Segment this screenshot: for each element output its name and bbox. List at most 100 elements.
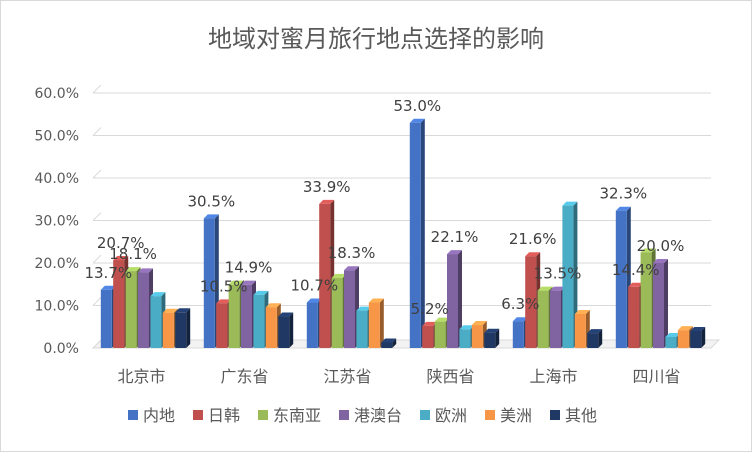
bar <box>574 314 586 348</box>
legend-swatch <box>485 410 495 420</box>
x-tick-label: 广东省 <box>220 367 268 386</box>
bar-top <box>525 252 541 257</box>
bar <box>381 342 393 348</box>
bar-top <box>265 303 281 308</box>
bar-top <box>447 250 462 255</box>
bar <box>331 277 343 348</box>
chart-title: 地域对蜜月旅行地点选择的影响 <box>208 25 544 53</box>
bar-top <box>562 201 578 206</box>
bar-top <box>356 306 372 311</box>
data-label: 10.5% <box>200 277 248 295</box>
bar <box>175 312 187 348</box>
bar-top <box>125 267 141 272</box>
data-label: 5.2% <box>411 300 449 318</box>
bar-side <box>379 298 384 348</box>
gridline-depth <box>92 254 102 264</box>
data-label: 10.7% <box>290 277 338 295</box>
gridline-depth <box>92 297 102 306</box>
bar <box>113 260 125 348</box>
legend-label: 日韩 <box>208 406 240 425</box>
bar <box>228 284 240 348</box>
data-label: 13.7% <box>84 264 132 282</box>
bar <box>512 321 524 348</box>
bar <box>422 325 434 348</box>
legend-label: 内地 <box>143 406 175 425</box>
bar-top <box>344 266 359 271</box>
data-label: 18.3% <box>328 244 376 262</box>
bar <box>368 302 380 348</box>
bar <box>525 256 537 348</box>
x-tick-label: 陕西省 <box>426 367 474 386</box>
legend-swatch <box>420 410 430 420</box>
x-tick-label: 上海市 <box>529 367 577 386</box>
bar <box>241 284 252 348</box>
bar-top <box>216 299 232 304</box>
bar-side <box>289 312 294 348</box>
bar-top <box>278 312 294 317</box>
bar <box>150 296 162 348</box>
data-label: 20.0% <box>637 237 685 255</box>
bar-top <box>677 326 693 331</box>
bar <box>640 252 652 348</box>
data-label: 20.7% <box>97 234 145 252</box>
data-label: 33.9% <box>303 178 351 196</box>
bar-top <box>138 268 153 273</box>
data-label: 32.3% <box>599 185 647 203</box>
data-label: 53.0% <box>393 97 441 115</box>
x-tick-label: 北京市 <box>117 367 165 386</box>
bar <box>306 302 318 348</box>
y-tick-label: 20.0% <box>35 256 79 272</box>
bar <box>459 329 471 348</box>
bar-side <box>598 329 603 348</box>
bar-top <box>113 256 129 261</box>
bar <box>100 289 112 348</box>
bar <box>615 210 627 348</box>
bar-side <box>495 328 500 348</box>
bar <box>203 218 215 348</box>
bar <box>562 205 574 348</box>
data-label: 30.5% <box>187 192 235 210</box>
bar <box>278 316 290 348</box>
legend-swatch <box>258 410 268 420</box>
bar <box>319 203 331 348</box>
bar-top <box>550 286 565 291</box>
bar <box>471 325 483 348</box>
bar-top <box>471 321 487 326</box>
bar-top <box>653 259 668 263</box>
legend-label: 东南亚 <box>273 406 321 425</box>
legend-swatch <box>128 410 138 420</box>
bar-top <box>306 298 322 303</box>
legend-label: 欧洲 <box>435 406 467 425</box>
bar <box>356 310 368 348</box>
bar <box>665 336 677 348</box>
bar <box>253 294 265 348</box>
bar <box>587 333 599 348</box>
bar-side <box>458 250 462 348</box>
bar-top <box>459 325 475 330</box>
bar-top <box>587 329 603 334</box>
legend-swatch <box>339 410 349 420</box>
gridline-depth <box>92 169 102 179</box>
data-label: 21.6% <box>509 230 557 248</box>
bar-side <box>186 308 191 348</box>
bar-top <box>628 282 644 287</box>
bar-side <box>664 259 668 348</box>
bar <box>265 307 277 348</box>
y-tick-label: 30.0% <box>35 214 79 230</box>
gridline-depth <box>92 84 102 94</box>
y-tick-label: 60.0% <box>35 86 79 102</box>
bar <box>628 286 640 348</box>
bar <box>677 330 689 348</box>
legend-label: 美洲 <box>500 406 532 425</box>
bar-top <box>162 308 178 313</box>
bar-top <box>422 321 438 326</box>
bar-top <box>574 310 590 314</box>
x-tick-label: 江苏省 <box>323 367 371 386</box>
y-tick-label: 0.0% <box>43 341 79 357</box>
bar <box>162 312 174 348</box>
data-label: 6.3% <box>501 295 539 313</box>
bar <box>434 321 446 348</box>
bar <box>344 270 355 348</box>
bar-top <box>368 298 384 303</box>
